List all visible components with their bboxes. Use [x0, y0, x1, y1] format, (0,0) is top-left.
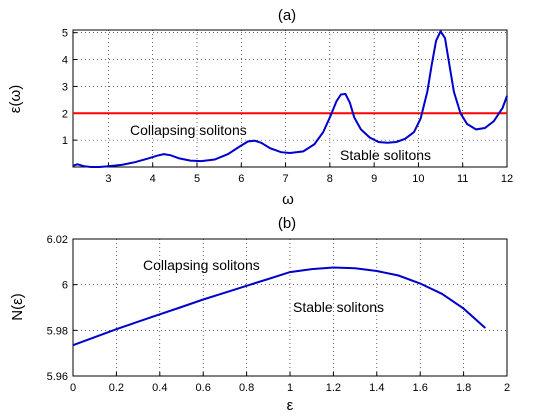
panel-a-ytick-label: 5 [62, 28, 68, 40]
panel-b-xtick-label: 1.2 [326, 382, 341, 394]
panel-a-xtick-label: 9 [371, 173, 377, 185]
panel-b-xtick-label: 1.6 [413, 382, 428, 394]
panel-b-xtick-label: 0.8 [239, 382, 254, 394]
panel-b-ytick-label: 5.98 [47, 325, 68, 337]
panel-b-xtick-label: 1 [287, 382, 293, 394]
panel-a-xtick-label: 4 [150, 173, 156, 185]
panel-a-title: (a) [278, 7, 296, 24]
panel-a-xtick-label: 5 [194, 173, 200, 185]
panel-b-xtick-label: 1.8 [456, 382, 471, 394]
panel-a-ytick-label: 4 [62, 55, 68, 67]
panel-b-ytick-label: 6 [62, 280, 68, 292]
panel-a-xtick-label: 6 [238, 173, 244, 185]
panel-b: (b) 0 0.2 0.4 0.6 0.8 1 1.2 1.4 1.6 1.8 2 5.96 5.98 6… [9, 215, 510, 414]
panel-b-collapsing-label: Collapsing solitons [143, 257, 260, 273]
panel-b-xtick-label: 0 [70, 382, 76, 394]
panel-a-xtick-label: 3 [105, 173, 111, 185]
panel-b-ytick-label: 6.02 [47, 234, 68, 246]
panel-a-ytick-label: 2 [62, 108, 68, 120]
panel-b-ytick-label: 5.96 [47, 371, 68, 383]
panel-a-ytick-label: 3 [62, 81, 68, 93]
panel-b-xlabel: ε [287, 397, 294, 414]
panel-a-axes-box [72, 29, 508, 168]
panel-b-xtick-label: 2 [504, 382, 510, 394]
panel-a-xtick-label: 11 [457, 173, 468, 185]
panel-a-xtick-label: 10 [412, 173, 424, 185]
panel-b-xtick-label: 0.6 [196, 382, 211, 394]
panel-b-xtick-label: 0.4 [152, 382, 167, 394]
panel-a-xtick-label: 12 [501, 173, 513, 185]
panel-b-xtick-label: 0.2 [109, 382, 124, 394]
panel-a-xtick-label: 7 [283, 173, 289, 185]
panel-b-ylabel: N(ε) [9, 293, 26, 321]
panel-b-ticks: 0 0.2 0.4 0.6 0.8 1 1.2 1.4 1.6 1.8 2 5.96 5.98 6 6.02 [47, 234, 510, 394]
panel-b-curve [72, 266, 486, 347]
panel-a-curve [72, 29, 508, 168]
panel-a-ylabel: ε(ω) [7, 85, 24, 113]
panel-a-collapsing-label: Collapsing solitons [130, 122, 247, 138]
panel-b-stable-label: Stable solitons [293, 299, 384, 315]
panel-b-xtick-label: 1.4 [369, 382, 384, 394]
panel-a-xlabel: ω [282, 191, 294, 208]
panel-b-title: (b) [278, 215, 296, 232]
panel-a-stable-label: Stable solitons [340, 147, 431, 163]
panel-a-ytick-label: 1 [62, 135, 68, 147]
panel-a-xtick-label: 8 [327, 173, 333, 185]
